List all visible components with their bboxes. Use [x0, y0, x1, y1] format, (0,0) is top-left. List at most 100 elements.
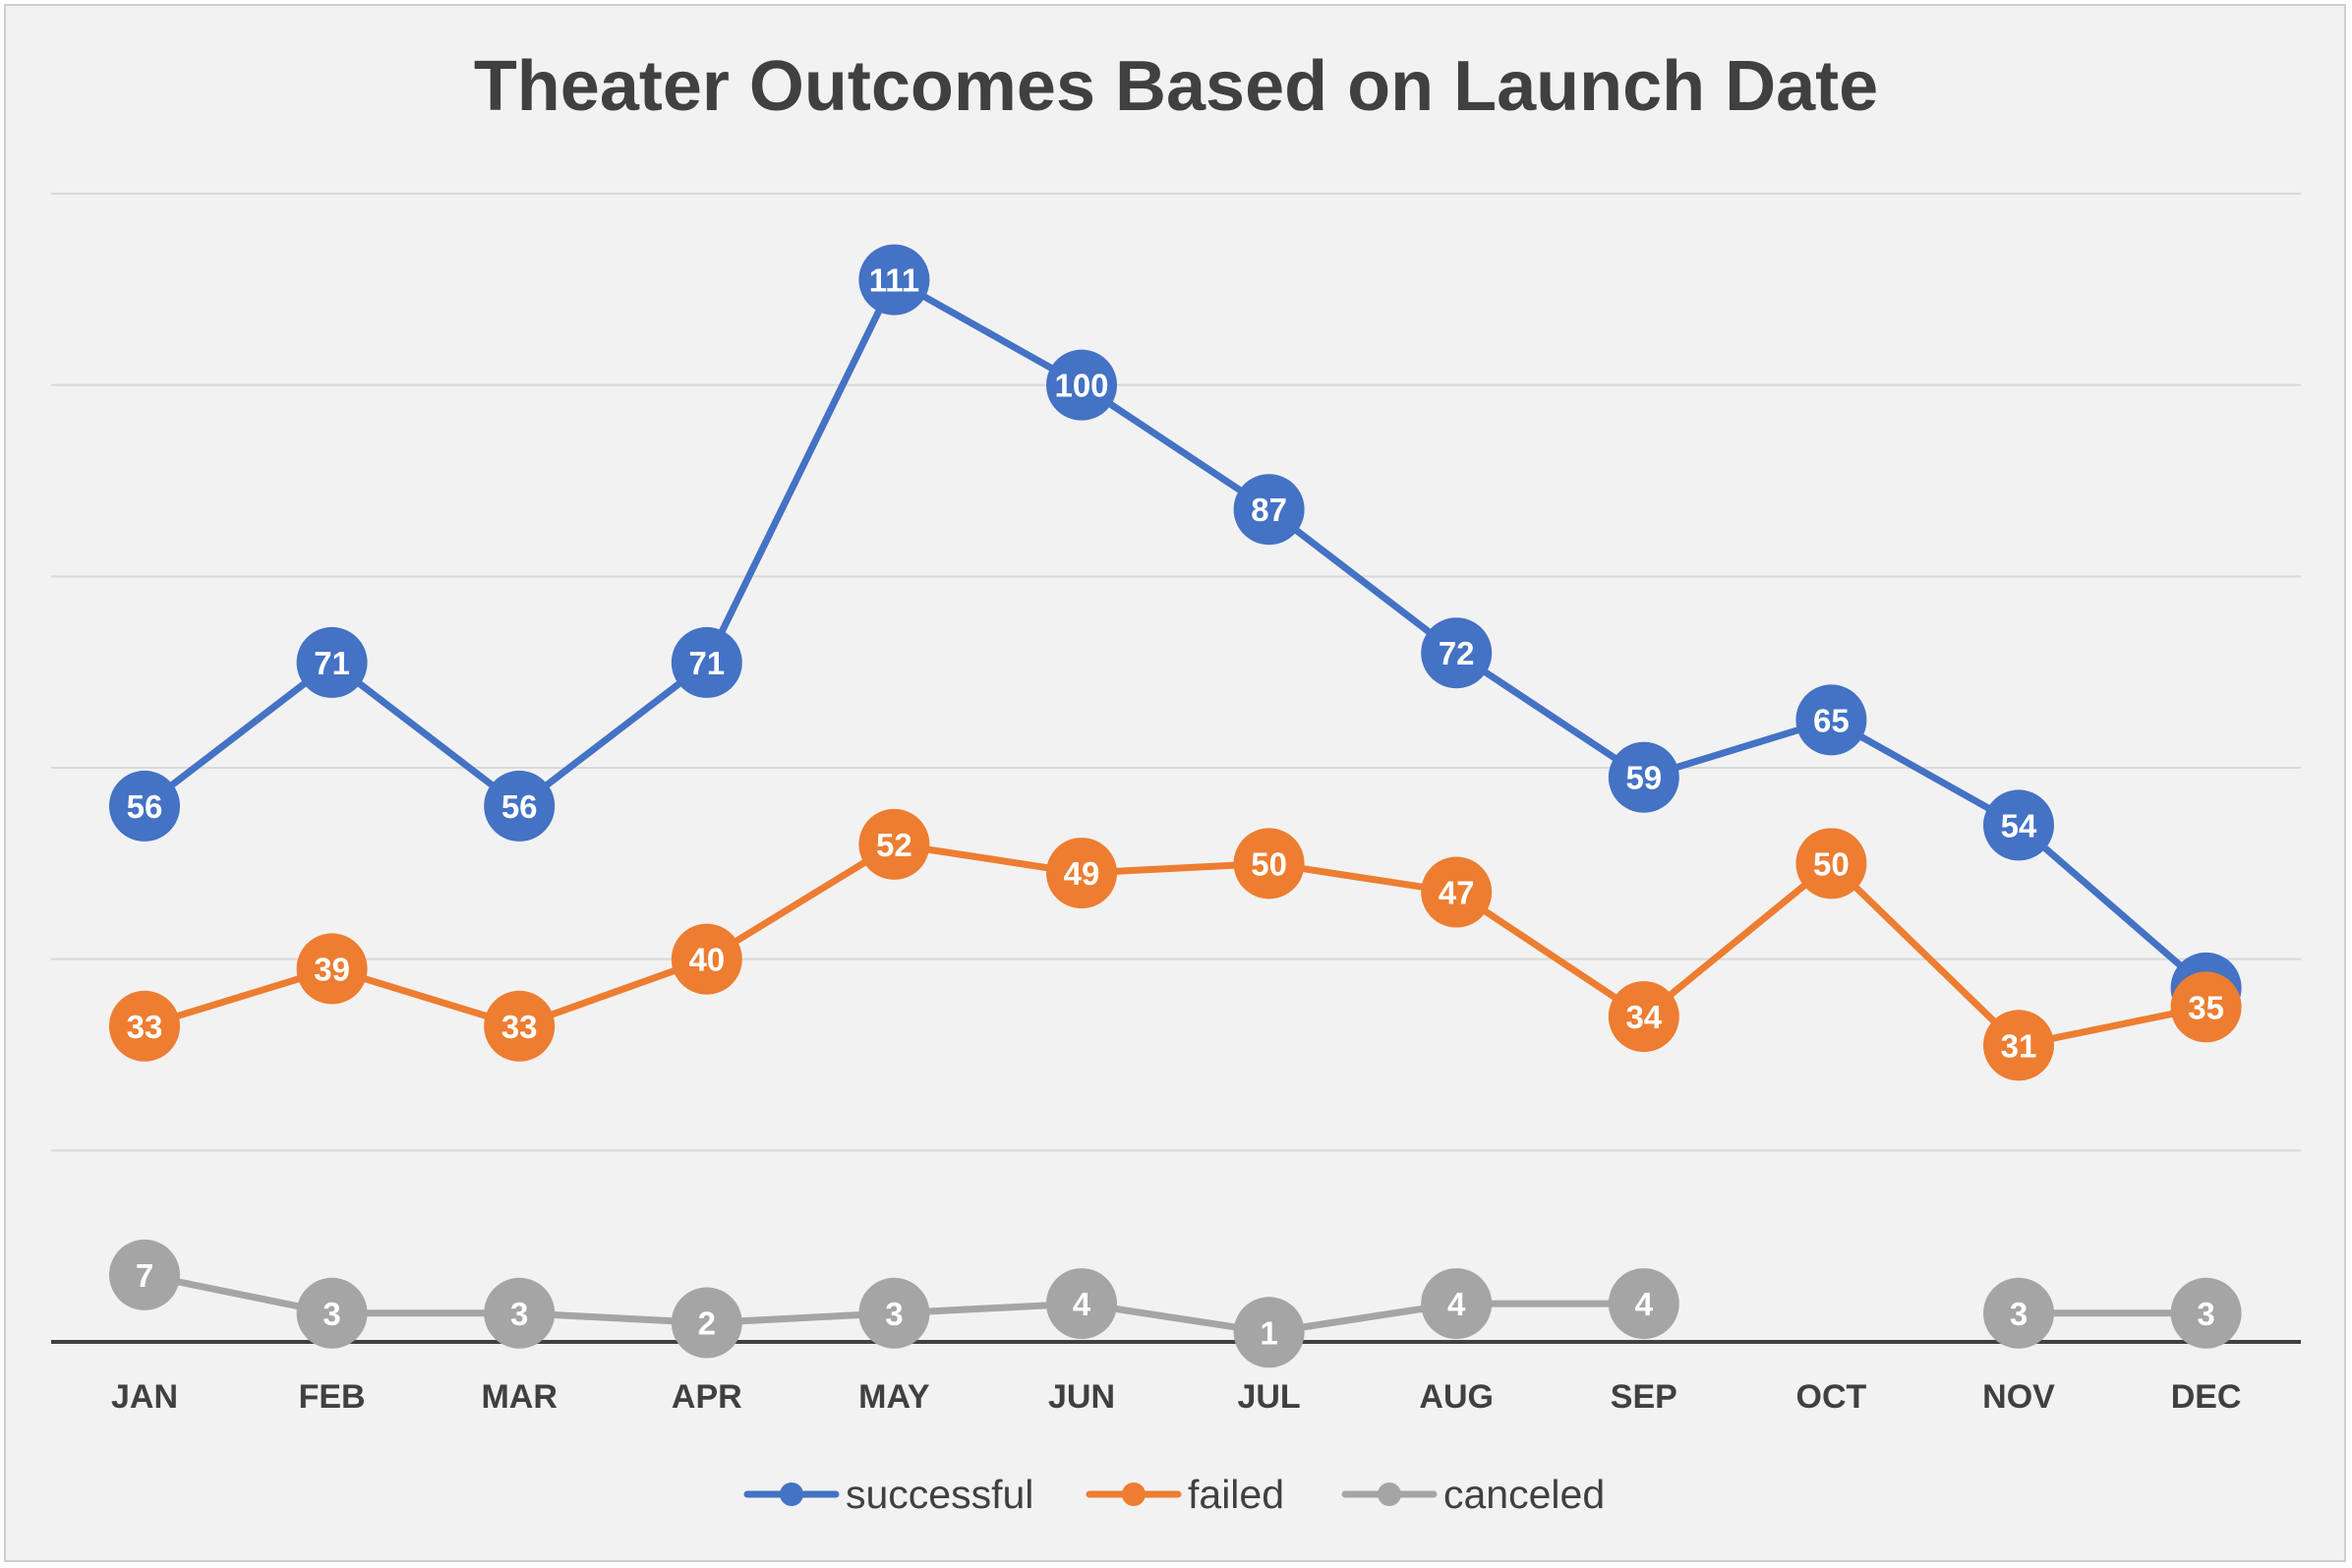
data-point	[1046, 1268, 1117, 1340]
data-point	[858, 1277, 930, 1349]
data-label: 50	[1251, 845, 1287, 882]
data-point	[484, 990, 556, 1062]
data-point	[2170, 1277, 2242, 1349]
data-label: 87	[1251, 492, 1287, 528]
legend-marker	[1378, 1482, 1401, 1506]
data-label: 4	[1073, 1286, 1091, 1322]
data-label: 47	[1439, 875, 1475, 911]
data-label: 4	[1635, 1286, 1654, 1322]
data-label: 111	[869, 262, 919, 299]
data-point	[1608, 741, 1679, 813]
legend-label: successful	[846, 1472, 1033, 1517]
series-line	[141, 841, 2210, 1049]
x-tick-label: OCT	[1796, 1378, 1867, 1416]
data-point	[109, 990, 180, 1062]
data-point	[858, 244, 930, 316]
data-point	[1795, 828, 1867, 900]
data-point	[1421, 617, 1493, 689]
data-point	[1608, 981, 1679, 1053]
data-label: 54	[2001, 807, 2037, 843]
data-point	[1983, 1010, 2054, 1081]
data-point	[296, 933, 368, 1005]
data-label: 34	[1625, 999, 1662, 1035]
data-point	[858, 808, 930, 880]
data-point	[484, 770, 556, 842]
data-point	[671, 626, 742, 698]
legend-item: canceled	[1341, 1472, 1605, 1517]
data-point	[671, 923, 742, 995]
data-label: 100	[1054, 368, 1108, 404]
data-point	[1233, 1297, 1305, 1368]
data-point	[1795, 684, 1867, 756]
x-axis: JAN FEB MAR APR MAY JUN JUL AUG SEP OCT NOV DEC	[51, 1340, 2301, 1416]
data-label: 40	[688, 942, 725, 978]
data-label: 2	[698, 1306, 716, 1342]
legend-item: successful	[743, 1472, 1033, 1517]
data-label: 72	[1439, 635, 1475, 671]
data-point	[1233, 474, 1305, 546]
data-point	[484, 1277, 556, 1349]
chart-title: Theater Outcomes Based on Launch Date	[474, 47, 1878, 126]
legend-label: canceled	[1443, 1472, 1605, 1517]
x-tick-label: JAN	[111, 1378, 178, 1416]
chart-area	[4, 4, 2346, 1562]
data-label: 71	[688, 645, 725, 681]
data-point	[296, 626, 368, 698]
data-point	[1983, 1277, 2054, 1349]
data-label: 56	[127, 788, 163, 825]
series-successful: 56715671111100877259655437	[109, 244, 2242, 1023]
data-point	[1046, 349, 1117, 421]
series-canceled: 7 3 3 2 3 4 1 4 4 3 3	[109, 1239, 2242, 1368]
data-label: 1	[1260, 1314, 1277, 1351]
data-label: 33	[127, 1009, 163, 1045]
data-label: 49	[1064, 855, 1100, 892]
x-tick-label: NOV	[1982, 1378, 2055, 1416]
data-point	[1421, 856, 1493, 928]
data-label: 56	[501, 788, 538, 825]
legend-label: failed	[1188, 1472, 1284, 1517]
legend-marker	[780, 1482, 803, 1506]
x-tick-label: DEC	[2171, 1378, 2242, 1416]
data-label: 3	[323, 1296, 340, 1332]
data-label: 3	[2197, 1296, 2214, 1332]
x-tick-label: MAY	[858, 1378, 930, 1416]
series-line	[141, 276, 2210, 992]
data-label: 7	[136, 1257, 153, 1294]
data-point	[1983, 789, 2054, 861]
legend: successful failed canceled	[743, 1472, 1605, 1517]
data-label: 3	[885, 1296, 903, 1332]
data-label: 33	[501, 1009, 538, 1045]
data-point	[1421, 1268, 1493, 1340]
data-label: 71	[314, 645, 350, 681]
data-point	[2170, 971, 2242, 1043]
x-tick-label: SEP	[1611, 1378, 1677, 1416]
x-tick-label: JUN	[1048, 1378, 1115, 1416]
x-tick-label: APR	[672, 1378, 742, 1416]
series-failed: 33 39 33 40 52 49 50 47 34 50 31 35	[109, 808, 2242, 1081]
data-point	[1608, 1268, 1679, 1340]
data-point	[109, 770, 180, 842]
data-point	[109, 1239, 180, 1310]
legend-marker	[1122, 1482, 1146, 1506]
plot-area: 5671567111110087725965543733393340524950…	[109, 244, 2242, 1368]
data-point	[1046, 838, 1117, 909]
data-label: 4	[1447, 1286, 1466, 1322]
data-point	[296, 1277, 368, 1349]
data-label: 59	[1625, 760, 1662, 796]
data-label: 3	[2010, 1296, 2028, 1332]
x-tick-label: AUG	[1419, 1378, 1494, 1416]
legend-item: failed	[1086, 1472, 1284, 1517]
data-label: 52	[876, 827, 912, 863]
data-label: 3	[510, 1296, 528, 1332]
gridlines	[51, 193, 2301, 1152]
x-tick-label: MAR	[481, 1378, 557, 1416]
data-label: 35	[2188, 989, 2224, 1025]
data-label: 39	[314, 951, 350, 987]
data-label: 65	[1813, 702, 1850, 738]
data-label: 31	[2001, 1027, 2037, 1064]
data-label: 50	[1813, 845, 1850, 882]
data-point	[1233, 828, 1305, 900]
x-tick-label: FEB	[299, 1378, 366, 1416]
data-point	[671, 1287, 742, 1359]
